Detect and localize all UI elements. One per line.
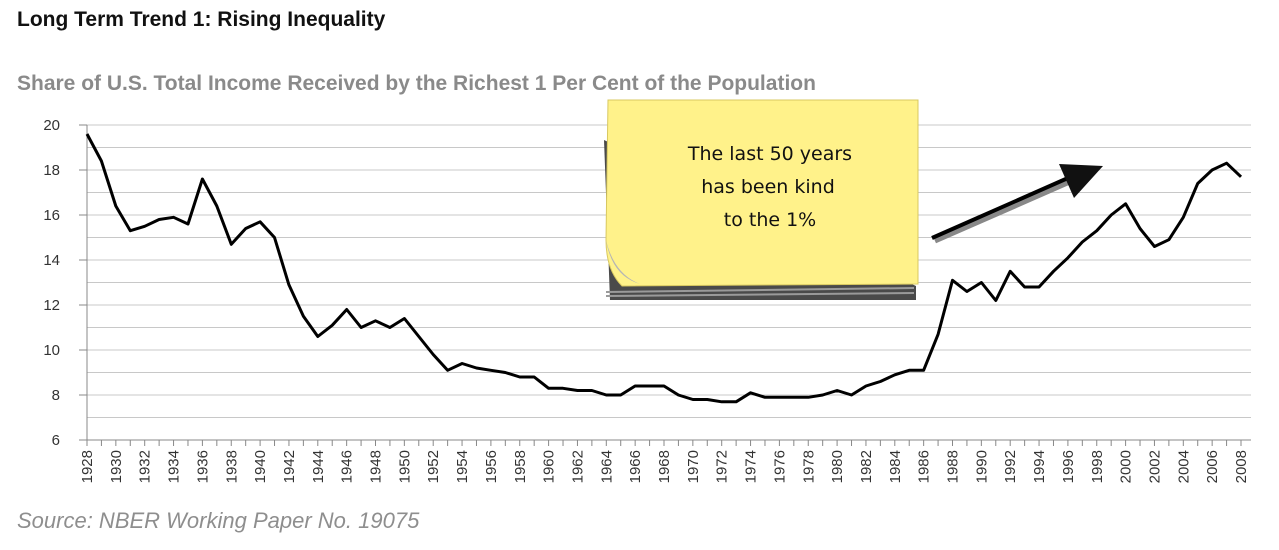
y-tick-label: 16: [43, 207, 60, 224]
x-tick-label: 2004: [1175, 450, 1192, 483]
x-tick-label: 1958: [512, 450, 529, 483]
x-tick-label: 1938: [223, 450, 240, 483]
x-tick-label: 1992: [1002, 450, 1019, 483]
sticky-note: The last 50 years has been kind to the 1…: [604, 99, 919, 300]
page-title: Long Term Trend 1: Rising Inequality: [17, 8, 386, 31]
arrow-shadow: [933, 178, 1074, 244]
x-tick-label: 1936: [194, 450, 211, 483]
note-line-3: to the 1%: [724, 209, 816, 231]
x-tick-label: 1970: [685, 450, 702, 483]
x-tick-label: 1954: [454, 450, 471, 483]
chart-series: [85, 133, 1243, 404]
x-tick-label: 1956: [483, 450, 500, 483]
note-page-edge: [605, 287, 915, 293]
x-tick-label: 1996: [1060, 450, 1077, 483]
x-tick-label: 1928: [79, 450, 96, 483]
y-tick-label: 10: [43, 342, 60, 359]
x-tick-label: 1978: [800, 450, 817, 483]
x-tick-label: 1964: [598, 450, 615, 483]
x-tick-label: 1940: [252, 450, 269, 483]
x-tick-label: 1966: [627, 450, 644, 483]
source-note: Source: NBER Working Paper No. 19075: [17, 508, 420, 533]
x-axis: 1928 1930 1932 1934 1936 1938 1940 1942 1944 1946…: [79, 439, 1251, 483]
x-tick-label: 2008: [1233, 450, 1250, 483]
x-tick-label: 1994: [1031, 450, 1048, 483]
x-tick-label: 1932: [137, 450, 154, 483]
x-tick-label: 1974: [743, 450, 760, 483]
x-tick-label: 2000: [1118, 450, 1135, 483]
y-tick-label: 12: [43, 297, 60, 314]
x-tick-label: 2002: [1146, 450, 1163, 483]
note-paper: [605, 99, 919, 287]
x-tick-label: 1944: [310, 450, 327, 483]
note-page-edge: [605, 292, 915, 297]
x-tick-label: 1980: [829, 450, 846, 483]
x-tick-label: 1968: [656, 450, 673, 483]
y-tick-label: 20: [43, 117, 60, 134]
x-tick-label: 1930: [108, 450, 125, 483]
trend-arrow: [931, 164, 1103, 244]
arrow-shaft: [931, 176, 1069, 240]
chart-title: Share of U.S. Total Income Received by t…: [17, 72, 816, 95]
x-tick-label: 1986: [916, 450, 933, 483]
y-axis: 20 18 16 14 12 10 8 6: [43, 117, 88, 449]
arrow-head: [1059, 164, 1103, 198]
x-tick-label: 1934: [166, 450, 183, 483]
x-tick-label: 1972: [714, 450, 731, 483]
x-tick-label: 1942: [281, 450, 298, 483]
x-tick-label: 1962: [569, 450, 586, 483]
x-tick-label: 1982: [858, 450, 875, 483]
x-tick-label: 1952: [425, 450, 442, 483]
y-tick-label: 6: [52, 432, 60, 449]
x-tick-label: 1988: [945, 450, 962, 483]
y-tick-label: 8: [52, 387, 60, 404]
x-tick-label: 1960: [541, 450, 558, 483]
x-tick-label: 2006: [1204, 450, 1221, 483]
x-tick-label: 1998: [1089, 450, 1106, 483]
y-tick-label: 18: [43, 162, 60, 179]
x-tick-label: 1976: [771, 450, 788, 483]
note-line-2: has been kind: [701, 176, 835, 198]
x-tick-label: 1984: [887, 450, 904, 483]
x-tick-label: 1950: [396, 450, 413, 483]
x-tick-label: 1948: [368, 450, 385, 483]
y-tick-label: 14: [43, 252, 60, 269]
x-tick-label: 1990: [973, 450, 990, 483]
x-tick-label: 1946: [339, 450, 356, 483]
note-line-1: The last 50 years: [687, 143, 852, 165]
